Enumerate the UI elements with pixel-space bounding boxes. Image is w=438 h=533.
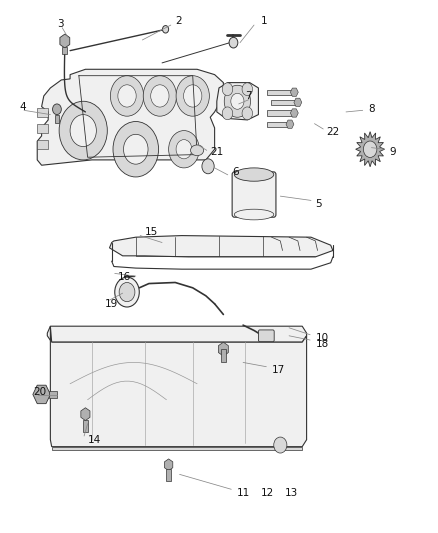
Circle shape <box>176 140 192 159</box>
Circle shape <box>162 26 169 33</box>
Bar <box>49 391 57 398</box>
Circle shape <box>364 141 377 157</box>
Circle shape <box>242 83 253 95</box>
Circle shape <box>274 437 287 453</box>
Text: 16: 16 <box>118 272 131 282</box>
Polygon shape <box>110 236 333 257</box>
Bar <box>37 108 48 117</box>
Circle shape <box>229 37 238 48</box>
Text: 5: 5 <box>315 199 322 208</box>
Circle shape <box>70 115 96 147</box>
Bar <box>267 110 293 116</box>
Circle shape <box>202 159 214 174</box>
Bar <box>166 469 171 481</box>
Text: 13: 13 <box>285 488 298 498</box>
Circle shape <box>115 277 139 307</box>
Polygon shape <box>52 447 302 450</box>
Text: 3: 3 <box>57 19 64 29</box>
Circle shape <box>224 85 251 117</box>
Text: 12: 12 <box>261 488 274 498</box>
Circle shape <box>169 131 199 168</box>
Circle shape <box>184 85 202 107</box>
FancyBboxPatch shape <box>258 330 274 342</box>
Bar <box>267 122 289 127</box>
Bar <box>62 47 67 54</box>
Circle shape <box>222 107 233 120</box>
Circle shape <box>59 101 107 160</box>
Text: 21: 21 <box>210 148 223 157</box>
Bar <box>221 349 226 362</box>
Bar <box>83 420 88 432</box>
Bar <box>37 124 48 133</box>
Text: 2: 2 <box>175 17 182 26</box>
Circle shape <box>53 104 61 115</box>
Circle shape <box>151 85 169 107</box>
Text: 14: 14 <box>88 435 101 445</box>
Bar <box>37 140 48 149</box>
Polygon shape <box>356 132 385 167</box>
Circle shape <box>231 93 244 109</box>
Circle shape <box>242 107 253 120</box>
Text: 9: 9 <box>390 147 396 157</box>
Circle shape <box>119 282 135 302</box>
Ellipse shape <box>234 209 274 220</box>
Text: 4: 4 <box>20 102 26 111</box>
Circle shape <box>143 76 177 116</box>
Circle shape <box>113 122 159 177</box>
Text: 22: 22 <box>326 127 339 137</box>
Bar <box>267 90 293 95</box>
Text: 6: 6 <box>232 167 239 176</box>
Text: 11: 11 <box>237 488 250 498</box>
Text: 7: 7 <box>245 91 252 101</box>
FancyBboxPatch shape <box>232 172 276 217</box>
Circle shape <box>110 76 144 116</box>
Polygon shape <box>217 83 258 120</box>
Circle shape <box>222 83 233 95</box>
Text: 15: 15 <box>145 227 158 237</box>
Text: 17: 17 <box>272 366 285 375</box>
Ellipse shape <box>234 168 274 181</box>
Bar <box>55 115 59 123</box>
Text: 19: 19 <box>105 299 118 309</box>
Text: 10: 10 <box>315 334 328 343</box>
Polygon shape <box>37 69 223 165</box>
Ellipse shape <box>191 145 204 156</box>
Polygon shape <box>50 326 307 447</box>
Text: 8: 8 <box>368 104 374 114</box>
Polygon shape <box>47 326 307 342</box>
Bar <box>271 100 297 105</box>
Text: 18: 18 <box>315 339 328 349</box>
Circle shape <box>124 134 148 164</box>
Circle shape <box>118 85 136 107</box>
Text: 1: 1 <box>261 17 267 26</box>
Circle shape <box>176 76 209 116</box>
Text: 20: 20 <box>33 387 46 397</box>
